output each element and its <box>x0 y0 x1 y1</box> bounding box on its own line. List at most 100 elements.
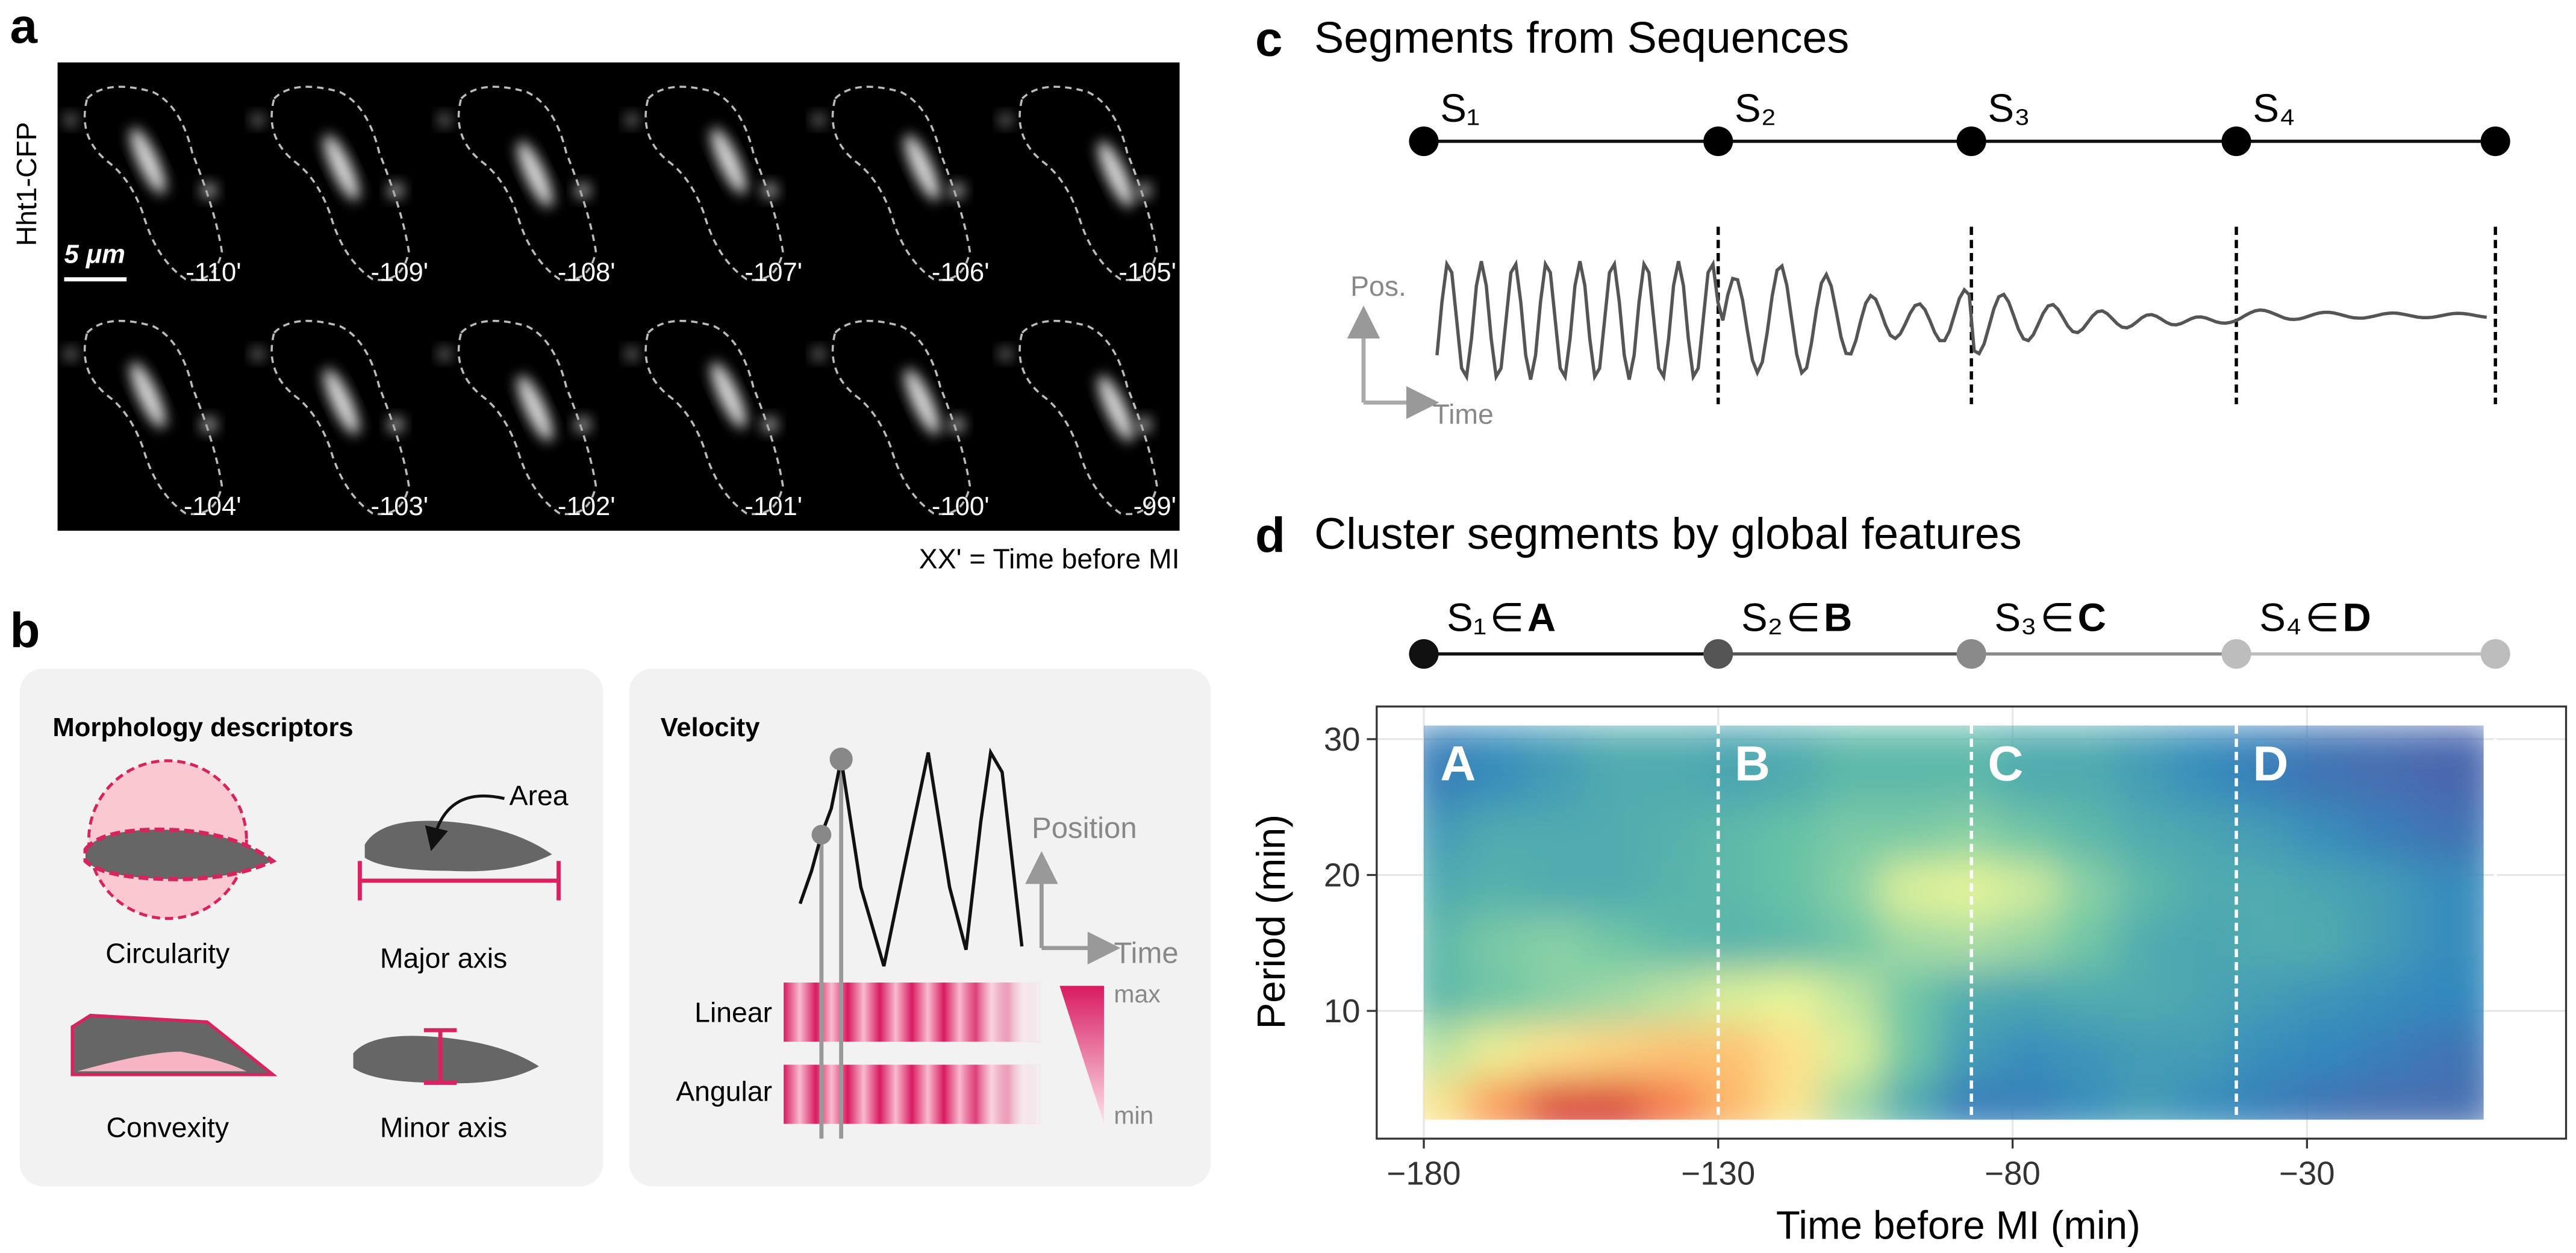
cluster-name: D <box>2343 595 2371 639</box>
segment-name: S₄ <box>2259 595 2301 639</box>
spot <box>200 416 217 433</box>
spot <box>761 416 778 433</box>
micrograph <box>57 62 1180 531</box>
panel-title: Cluster segments by global features <box>1314 508 2022 558</box>
segment-label: S₄ <box>2253 86 2295 130</box>
channel-label: Hht1-CFP <box>11 122 42 246</box>
cluster-name: A <box>1527 595 1556 639</box>
time-label: -104' <box>184 492 242 521</box>
spot <box>1135 416 1152 433</box>
membership-symbol: ∈ <box>1786 595 1821 639</box>
velocity-icon <box>784 748 1121 1139</box>
cell-outline <box>457 319 597 516</box>
segment-boundary <box>2221 639 2251 669</box>
segment-boundary <box>1409 639 1439 669</box>
row-label: Angular <box>676 1075 772 1107</box>
cell-outline <box>83 319 223 516</box>
circularity-icon <box>83 759 277 920</box>
spot <box>438 113 452 127</box>
major-axis-icon <box>358 794 561 901</box>
cell-outline <box>457 86 597 281</box>
tile <box>64 319 223 516</box>
spot <box>1135 182 1152 199</box>
descriptor-label: Convexity <box>107 1111 229 1143</box>
scale-bar-label: 5 μm <box>64 239 125 269</box>
heatmap <box>1423 725 2484 1120</box>
cell-outline <box>270 319 410 516</box>
membership-symbol: ∈ <box>1489 595 1524 639</box>
nucleus <box>130 128 166 195</box>
nucleus <box>517 375 553 442</box>
panel-label: c <box>1255 12 1283 67</box>
cluster-name: C <box>2078 595 2106 639</box>
nucleus <box>323 134 360 201</box>
axis-hint: Time <box>1114 937 1178 969</box>
tile <box>999 86 1158 281</box>
segment-boundary <box>1409 127 1439 157</box>
x-tick-label: −80 <box>1985 1155 2041 1192</box>
colorbar-label: min <box>1114 1102 1153 1130</box>
x-tick-label: −130 <box>1681 1155 1755 1192</box>
segment-boundary <box>2221 127 2251 157</box>
nucleus <box>904 369 940 435</box>
nucleus <box>904 134 940 201</box>
nucleus <box>323 369 360 435</box>
time-label: -110' <box>186 257 241 287</box>
annotation: Area <box>510 780 569 811</box>
membership-symbol: ∈ <box>2040 595 2074 639</box>
time-label: -99' <box>1134 492 1176 521</box>
y-tick-label: 10 <box>1324 993 1361 1030</box>
cell-outline <box>83 86 223 281</box>
time-label: -100' <box>932 492 990 521</box>
cell-outline <box>831 86 971 281</box>
time-label: -102' <box>558 492 616 521</box>
panel-label: b <box>10 604 40 658</box>
segment-label: S₂ ∈ B <box>1741 595 1852 639</box>
nucleus <box>130 362 166 428</box>
spot <box>812 113 826 127</box>
segment-timeline: S₁ S₂ S₃ S₄ <box>1409 86 2510 404</box>
y-tick-label: 30 <box>1324 721 1361 758</box>
cell-outline <box>644 319 784 516</box>
spot <box>812 347 826 361</box>
y-axis-title: Period (min) <box>1249 814 1293 1029</box>
tile <box>625 86 784 281</box>
spot <box>948 182 965 199</box>
spot <box>251 113 264 127</box>
segment-name: S₁ <box>1447 595 1486 639</box>
descriptor-label: Major axis <box>380 943 507 974</box>
tile <box>251 86 410 281</box>
caption: XX' = Time before MI <box>919 543 1180 575</box>
box-title: Velocity <box>661 713 761 742</box>
time-label: -103' <box>370 492 428 521</box>
spot <box>387 416 404 433</box>
spot <box>948 416 965 433</box>
descriptor-label: Circularity <box>105 937 230 969</box>
tile <box>64 86 223 281</box>
spot <box>387 182 404 199</box>
nucleus <box>711 362 747 428</box>
spot <box>761 182 778 199</box>
segment-label: S₄ ∈ D <box>2259 595 2371 639</box>
segment-label: S₃ ∈ C <box>1994 595 2106 639</box>
tile <box>625 319 784 516</box>
tile <box>251 319 410 516</box>
nucleus <box>1098 141 1134 207</box>
minor-axis-icon <box>353 1028 539 1085</box>
cell-outline <box>1018 319 1158 516</box>
tile <box>999 319 1158 516</box>
cluster-label: A <box>1440 737 1476 792</box>
tile <box>438 86 597 281</box>
x-axis-title: Time before MI (min) <box>1776 1204 2141 1248</box>
cell-outline <box>644 86 784 281</box>
segment-boundary <box>1703 127 1733 157</box>
time-label: -105' <box>1118 257 1176 287</box>
x-tick-label: −180 <box>1387 1155 1461 1192</box>
y-tick-label: 20 <box>1324 857 1361 894</box>
x-tick-label: −30 <box>2279 1155 2335 1192</box>
segment-label: S₁ ∈ A <box>1447 595 1556 639</box>
segment-name: S₃ <box>1994 595 2036 639</box>
segment-boundary <box>1703 639 1733 669</box>
